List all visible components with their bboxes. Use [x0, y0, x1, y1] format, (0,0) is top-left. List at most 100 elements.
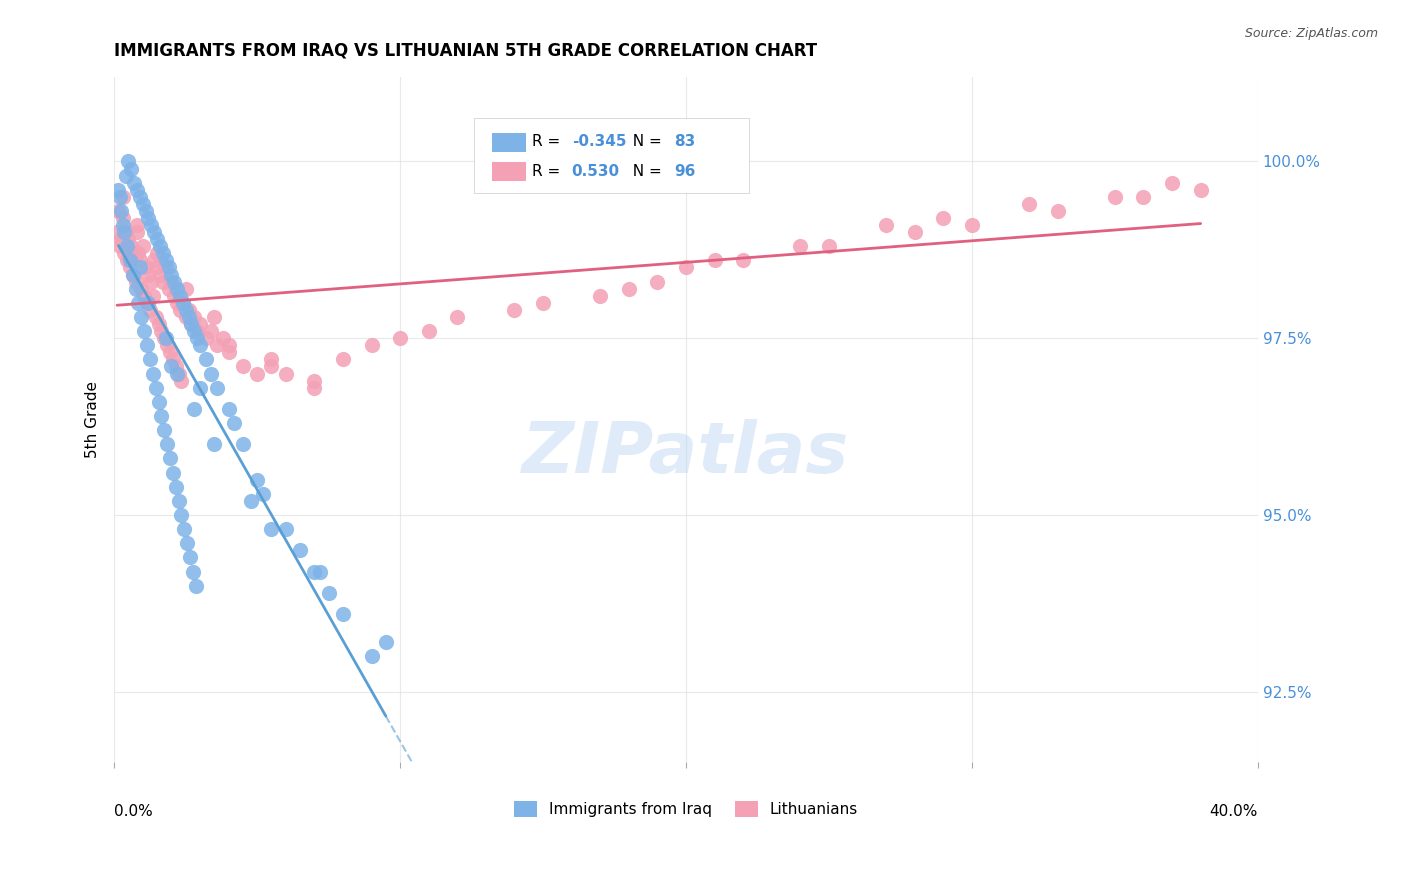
Point	[332, 352, 354, 367]
Point	[173, 522, 195, 536]
Point	[252, 487, 274, 501]
Point	[131, 310, 153, 324]
Point	[142, 367, 165, 381]
Point	[150, 409, 173, 423]
Point	[129, 260, 152, 275]
Point	[163, 275, 186, 289]
Point	[589, 289, 612, 303]
Point	[218, 345, 240, 359]
Text: 0.0%: 0.0%	[114, 804, 153, 819]
Point	[703, 253, 725, 268]
Point	[111, 190, 134, 204]
Point	[389, 331, 412, 345]
Point	[360, 649, 382, 664]
Point	[418, 324, 440, 338]
Point	[138, 211, 160, 225]
Point	[124, 275, 146, 289]
Point	[124, 282, 146, 296]
Point	[218, 338, 240, 352]
Point	[200, 367, 222, 381]
Legend: Immigrants from Iraq, Lithuanians: Immigrants from Iraq, Lithuanians	[508, 795, 865, 823]
Point	[260, 359, 283, 374]
Point	[125, 218, 148, 232]
Point	[166, 282, 188, 296]
Point	[146, 246, 169, 260]
Point	[129, 253, 152, 268]
Point	[112, 225, 135, 239]
Point	[120, 239, 142, 253]
Point	[136, 338, 159, 352]
Point	[153, 423, 176, 437]
Point	[260, 522, 283, 536]
Point	[114, 169, 136, 183]
Point	[134, 289, 156, 303]
Point	[200, 324, 222, 338]
Point	[188, 317, 211, 331]
Point	[202, 310, 225, 324]
Point	[211, 331, 233, 345]
Point	[205, 338, 228, 352]
Point	[120, 161, 142, 176]
Point	[186, 324, 208, 338]
Point	[122, 176, 145, 190]
Point	[139, 352, 162, 367]
Point	[125, 225, 148, 239]
Point	[107, 183, 129, 197]
Point	[162, 352, 184, 367]
Point	[141, 218, 163, 232]
Point	[128, 296, 150, 310]
Point	[789, 239, 811, 253]
FancyBboxPatch shape	[474, 118, 749, 194]
Point	[180, 317, 202, 331]
Point	[176, 536, 198, 550]
Point	[159, 345, 181, 359]
Point	[134, 324, 156, 338]
Point	[186, 331, 208, 345]
Point	[156, 338, 179, 352]
Point	[128, 246, 150, 260]
Point	[1161, 176, 1184, 190]
Point	[875, 218, 897, 232]
Point	[818, 239, 841, 253]
Point	[260, 352, 283, 367]
Point	[155, 260, 177, 275]
Point	[309, 565, 332, 579]
Point	[181, 565, 204, 579]
Point	[184, 579, 207, 593]
Point	[179, 550, 201, 565]
Text: ZIPatlas: ZIPatlas	[522, 419, 849, 488]
Point	[157, 282, 180, 296]
Point	[172, 296, 194, 310]
Point	[118, 253, 141, 268]
Point	[148, 394, 170, 409]
Point	[117, 232, 139, 246]
FancyBboxPatch shape	[492, 133, 526, 152]
Point	[166, 367, 188, 381]
Point	[142, 289, 165, 303]
Text: 40.0%: 40.0%	[1209, 804, 1258, 819]
Point	[180, 317, 202, 331]
Point	[155, 331, 177, 345]
Point	[136, 296, 159, 310]
Point	[121, 268, 143, 282]
Point	[503, 302, 526, 317]
Point	[152, 275, 174, 289]
Point	[165, 480, 187, 494]
Point	[232, 359, 254, 374]
Point	[163, 289, 186, 303]
Text: N =: N =	[623, 164, 666, 178]
Point	[132, 239, 155, 253]
Point	[177, 310, 200, 324]
Point	[1046, 203, 1069, 218]
Text: 0.530: 0.530	[572, 164, 620, 178]
Point	[1189, 183, 1212, 197]
Point	[118, 260, 141, 275]
Point	[117, 154, 139, 169]
Point	[170, 508, 193, 522]
Point	[304, 374, 326, 388]
Point	[169, 289, 191, 303]
Point	[115, 253, 138, 268]
Point	[218, 401, 240, 416]
Text: Source: ZipAtlas.com: Source: ZipAtlas.com	[1244, 27, 1378, 40]
Point	[169, 302, 191, 317]
